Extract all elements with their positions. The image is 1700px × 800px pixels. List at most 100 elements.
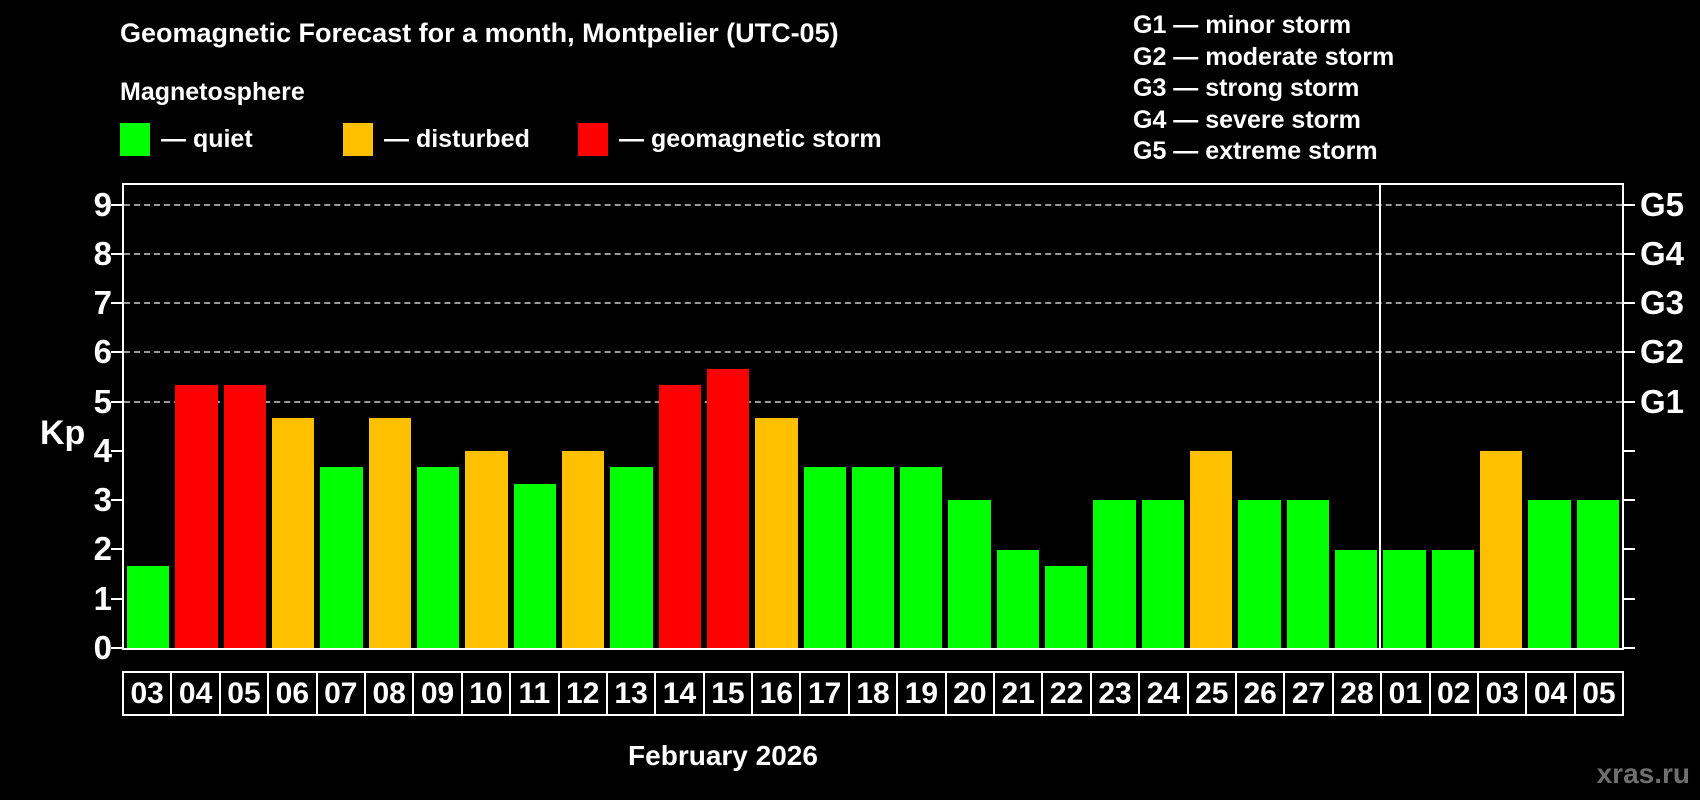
kp-bar-12	[561, 450, 605, 648]
kp-bar-05	[1576, 500, 1619, 648]
kp-bar-14	[658, 385, 701, 648]
right-tick-7	[1624, 302, 1635, 305]
date-cell-27: 27	[1283, 671, 1334, 716]
kp-bar-24	[1141, 500, 1185, 648]
kp-bar-04	[175, 385, 218, 648]
kp-bar-22	[1045, 565, 1088, 648]
storm-color-swatch	[578, 123, 608, 156]
y-tick-3	[111, 499, 122, 502]
watermark: xras.ru	[1596, 758, 1690, 789]
g-level-label-G4: G4	[1640, 234, 1685, 272]
y-tick-label-3: 3	[93, 481, 112, 519]
kp-bar-16	[755, 417, 798, 648]
date-cell-02: 02	[1428, 671, 1479, 716]
y-tick-6	[111, 351, 122, 354]
date-cell-23: 23	[1089, 671, 1141, 716]
date-cell-26: 26	[1234, 671, 1286, 716]
y-tick-2	[111, 548, 122, 551]
y-tick-label-6: 6	[93, 333, 112, 371]
kp-bar-08	[368, 417, 411, 648]
date-cell-08: 08	[363, 671, 415, 716]
y-tick-label-9: 9	[93, 185, 112, 223]
g-level-label-G2: G2	[1640, 333, 1685, 371]
kp-bar-28	[1335, 549, 1378, 648]
kp-bar-06	[271, 417, 315, 648]
date-cell-24: 24	[1138, 671, 1189, 716]
chart-subtitle: Magnetosphere	[120, 78, 305, 106]
month-separator	[1379, 185, 1382, 648]
kp-bar-04	[1528, 500, 1571, 648]
y-tick-label-2: 2	[93, 530, 112, 568]
plot-area	[122, 183, 1624, 650]
y-tick-7	[111, 302, 122, 305]
kp-bar-02	[1431, 549, 1475, 648]
right-tick-0	[1624, 647, 1635, 649]
g-level-label-G1: G1	[1640, 382, 1685, 420]
y-tick-label-5: 5	[93, 382, 112, 420]
kp-bar-03	[127, 565, 170, 648]
g2-legend-line: G2 — moderate storm	[1133, 42, 1395, 71]
kp-bar-01	[1383, 549, 1426, 648]
gridline-kp9	[124, 203, 1622, 206]
page-title: Geomagnetic Forecast for a month, Montpe…	[120, 18, 839, 48]
gridline-kp7	[124, 302, 1622, 305]
right-tick-3	[1624, 499, 1635, 502]
g-scale-legend: G1 — minor storm G2 — moderate storm G3 …	[1133, 10, 1394, 168]
date-cell-11: 11	[509, 671, 560, 716]
g1-legend-line: G1 — minor storm	[1133, 11, 1352, 39]
plot-inner	[124, 185, 1622, 648]
y-tick-9	[111, 203, 122, 206]
date-cell-04: 04	[1525, 671, 1576, 716]
g4-legend-line: G4 — severe storm	[1133, 105, 1361, 134]
gridline-kp8	[124, 252, 1622, 255]
kp-bar-25	[1190, 450, 1233, 648]
gridline-kp5	[124, 400, 1622, 403]
date-cell-12: 12	[557, 671, 608, 716]
right-tick-8	[1624, 252, 1635, 255]
date-cell-03: 03	[122, 671, 173, 716]
date-cell-05: 05	[218, 671, 270, 716]
date-cell-17: 17	[799, 671, 850, 716]
date-cell-01: 01	[1380, 671, 1431, 716]
y-tick-label-0: 0	[93, 629, 112, 666]
right-tick-9	[1624, 203, 1635, 206]
legend-item-quiet: — quiet	[120, 123, 253, 156]
date-cell-22: 22	[1041, 671, 1092, 716]
date-cell-03: 03	[1476, 671, 1528, 716]
kp-bar-05	[223, 385, 266, 648]
g3-legend-line: G3 — strong storm	[1133, 74, 1360, 102]
kp-bar-15	[706, 368, 750, 648]
legend-item-storm: — geomagnetic storm	[578, 123, 882, 156]
date-cell-04: 04	[170, 671, 221, 716]
right-tick-4	[1624, 449, 1635, 452]
kp-bar-11	[513, 483, 556, 648]
kp-bar-09	[416, 467, 460, 648]
date-cell-25: 25	[1186, 671, 1237, 716]
date-cell-06: 06	[267, 671, 318, 716]
y-tick-label-8: 8	[93, 234, 112, 272]
date-cell-15: 15	[702, 671, 754, 716]
legend-label-disturbed: — disturbed	[384, 125, 530, 153]
y-tick-0	[111, 647, 122, 649]
kp-bar-26	[1238, 500, 1281, 648]
kp-bar-27	[1286, 500, 1330, 648]
legend-item-disturbed: — disturbed	[343, 123, 530, 156]
disturbed-color-swatch	[343, 123, 373, 156]
gridline-kp6	[124, 351, 1622, 354]
right-tick-2	[1624, 548, 1635, 551]
kp-bar-21	[996, 549, 1040, 648]
kp-bar-10	[465, 450, 508, 648]
y-tick-label-7: 7	[93, 284, 112, 322]
right-tick-5	[1624, 400, 1635, 403]
legend-label-storm: — geomagnetic storm	[619, 125, 882, 153]
g-level-label-G3: G3	[1640, 284, 1685, 322]
quiet-color-swatch	[120, 123, 150, 156]
y-axis-label: Kp	[40, 414, 86, 452]
date-cell-28: 28	[1331, 671, 1383, 716]
kp-bar-18	[851, 467, 895, 648]
g-level-label-G5: G5	[1640, 185, 1685, 223]
y-tick-1	[111, 597, 122, 600]
date-cell-18: 18	[847, 671, 899, 716]
y-tick-4	[111, 449, 122, 452]
